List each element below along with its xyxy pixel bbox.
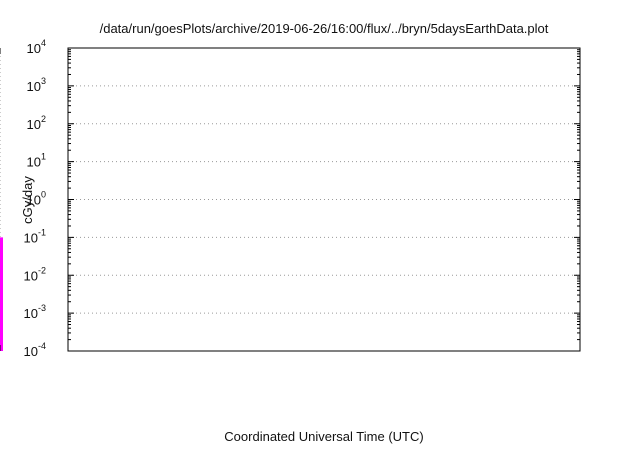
y-tick-label: 10-4 [24,341,46,359]
y-tick-label: 10-2 [24,265,46,283]
y-tick-label: 10-1 [24,227,46,245]
y-tick-label: 104 [27,38,46,56]
y-tick-label: 102 [27,114,46,132]
grid [0,48,580,351]
x-axis-label: Coordinated Universal Time (UTC) [224,429,423,444]
chart-title: /data/run/goesPlots/archive/2019-06-26/1… [100,21,549,36]
y-tick-label: 10-3 [24,303,46,321]
y-tick-label: 100 [27,190,46,208]
axis-ticks: 10410310210110010-110-210-310-42019-6-22… [0,38,580,359]
y-tick-label: 103 [27,76,46,94]
series-group [0,237,3,351]
y-axis-label: cGy/day [20,176,35,224]
series-6-dropout [0,237,3,351]
y-tick-label: 101 [27,152,46,170]
